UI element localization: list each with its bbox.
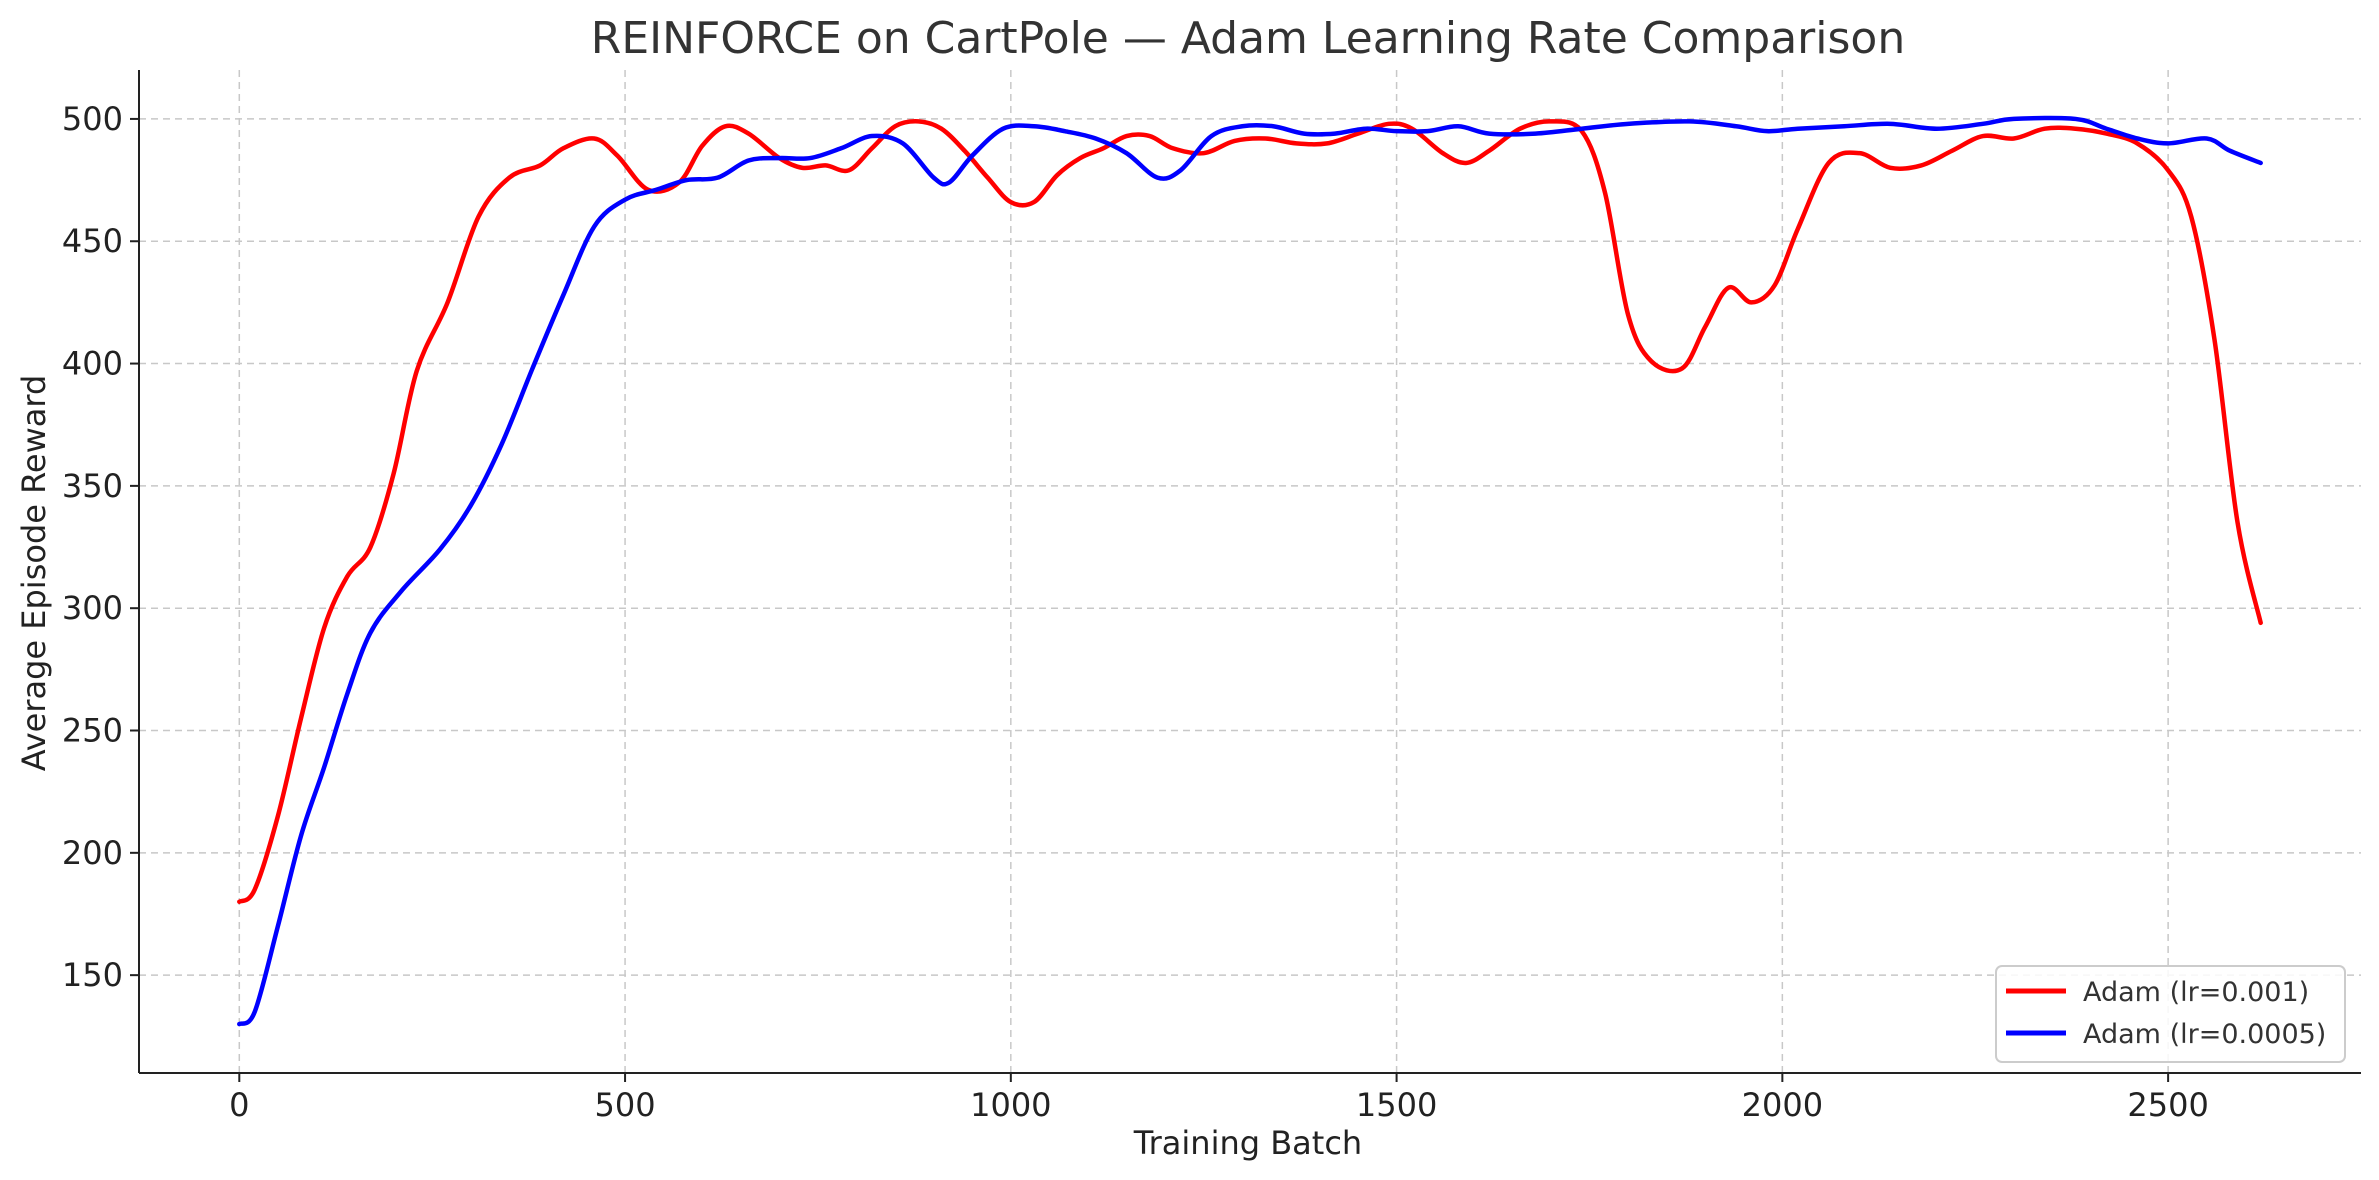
x-tick-label: 2500 <box>2127 1086 2208 1124</box>
legend: Adam (lr=0.001) Adam (lr=0.0005) <box>1995 965 2346 1063</box>
y-tick-label: 300 <box>62 589 123 627</box>
x-tick-label: 0 <box>229 1086 249 1124</box>
legend-label-series-1: Adam (lr=0.001) <box>2083 977 2309 1008</box>
axes <box>130 70 2361 1082</box>
x-tick-label: 1000 <box>970 1086 1051 1124</box>
y-tick-label: 150 <box>62 956 123 994</box>
x-tick-label: 1500 <box>1356 1086 1437 1124</box>
legend-box <box>1995 965 2346 1063</box>
y-tick-label: 500 <box>62 100 123 138</box>
x-tick-label: 2000 <box>1742 1086 1823 1124</box>
x-tick-label: 500 <box>595 1086 656 1124</box>
grid <box>139 70 2361 1073</box>
y-tick-label: 350 <box>62 467 123 505</box>
y-tick-label: 400 <box>62 345 123 383</box>
legend-label-series-2: Adam (lr=0.0005) <box>2083 1019 2326 1050</box>
chart-title: REINFORCE on CartPole — Adam Learning Ra… <box>591 13 1905 64</box>
y-tick-label: 450 <box>62 222 123 260</box>
tick-labels: 0 500 1000 1500 2000 2500 150 200 250 300 350 400 45… <box>62 100 2209 1124</box>
series-lines <box>237 115 2263 1027</box>
series-line-1 <box>237 119 2263 905</box>
y-tick-label: 200 <box>62 834 123 872</box>
y-axis-title: Average Episode Reward <box>15 375 53 772</box>
y-tick-label: 250 <box>62 712 123 750</box>
series-line-2 <box>237 115 2263 1027</box>
x-axis-title: Training Batch <box>1133 1124 1362 1162</box>
